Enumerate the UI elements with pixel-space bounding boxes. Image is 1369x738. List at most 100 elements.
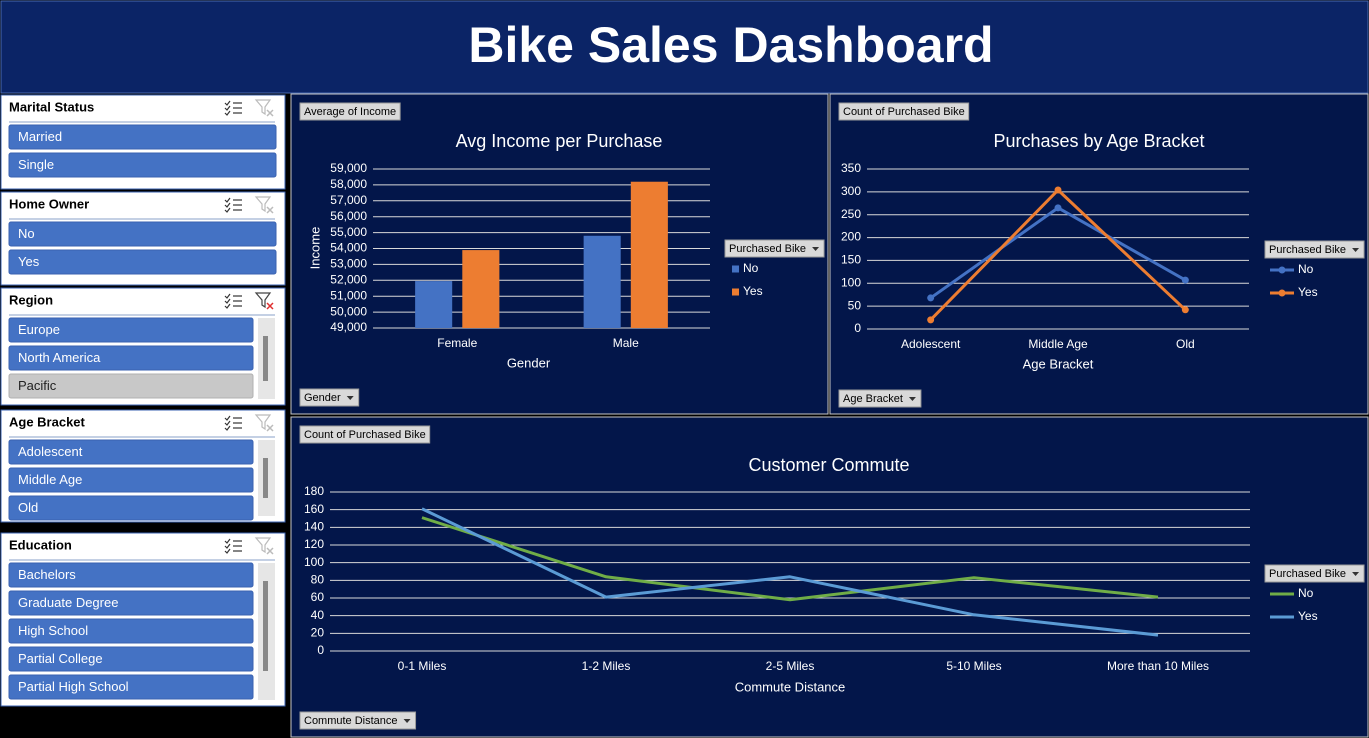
slicer-item[interactable]	[8, 439, 254, 465]
clear-filter-button[interactable]	[254, 196, 274, 214]
slicer-title: Marital Status	[9, 99, 94, 114]
clear-filter-button[interactable]	[254, 414, 274, 432]
multi-select-button[interactable]	[224, 293, 242, 309]
line	[421, 516, 1159, 602]
field-button[interactable]: Purchased Bike	[1264, 564, 1365, 583]
point	[927, 294, 935, 302]
x-tick-label: 1-2 Miles	[582, 659, 631, 673]
chart-title: Purchases by Age Bracket	[993, 131, 1204, 151]
y-tick-label: 56,000	[330, 209, 367, 223]
multi-select-button[interactable]	[224, 415, 242, 431]
field-button-bg	[299, 425, 431, 444]
point	[927, 316, 935, 324]
slicer-item[interactable]	[8, 646, 254, 672]
field-button-bg	[1264, 240, 1365, 259]
dropdown-arrow	[1352, 248, 1360, 252]
icon-check	[224, 207, 231, 213]
field-button[interactable]: Average of Income	[299, 102, 401, 121]
slicer-title: Age Bracket	[9, 414, 86, 429]
slicer-item[interactable]	[8, 221, 277, 247]
bar	[583, 235, 621, 328]
scrollbar-thumb	[263, 581, 268, 671]
slicer-item[interactable]	[8, 674, 254, 700]
slicer-item[interactable]	[8, 373, 254, 399]
multi-select-button[interactable]	[224, 538, 242, 554]
slicer-item-label: Single	[18, 157, 54, 172]
field-button-bg	[724, 239, 825, 258]
y-tick-label: 80	[311, 573, 325, 587]
slicer-items: Married Single	[8, 124, 277, 178]
y-tick-label: 59,000	[330, 161, 367, 175]
icon-check	[224, 110, 231, 116]
field-button[interactable]: Age Bracket	[838, 389, 922, 408]
y-tick-label: 52,000	[330, 272, 367, 286]
slicer-item[interactable]	[8, 345, 254, 371]
legend-label: Yes	[1298, 609, 1318, 623]
icon-x	[266, 109, 274, 117]
field-button[interactable]: Purchased Bike	[724, 239, 825, 258]
slicer-item[interactable]	[8, 495, 254, 521]
slicer-item[interactable]	[8, 618, 254, 644]
clear-filter-button[interactable]	[254, 537, 274, 555]
dropdown-arrow	[346, 396, 354, 400]
slicer-item-label: Bachelors	[18, 567, 76, 582]
slicer-items: Adolescent Middle Age Old	[8, 439, 254, 521]
clear-filter-button[interactable]	[254, 99, 274, 117]
scrollbar-thumb	[263, 458, 268, 498]
icon-funnel	[254, 99, 272, 116]
field-button[interactable]: Purchased Bike	[1264, 240, 1365, 259]
slicer-item[interactable]	[8, 249, 277, 275]
slicer-items: Europe North America Pacific	[8, 317, 254, 399]
slicer-item[interactable]	[8, 152, 277, 178]
slicer-title: Region	[9, 292, 53, 307]
slicer-item[interactable]	[8, 124, 277, 150]
slicer-item[interactable]	[8, 467, 254, 493]
field-button-label: Count of Purchased Bike	[843, 106, 965, 118]
legend-swatch	[732, 288, 739, 296]
slicer-item-label: Pacific	[18, 378, 57, 393]
y-tick-label: 150	[841, 253, 861, 267]
slicer-item-label: Old	[18, 500, 38, 515]
slicer-item[interactable]	[8, 317, 254, 343]
y-tick-label: 140	[304, 520, 324, 534]
field-button[interactable]: Count of Purchased Bike	[838, 102, 970, 121]
field-button[interactable]: Commute Distance	[299, 711, 417, 730]
slicer-item-label: Partial College	[18, 651, 103, 666]
y-tick-label: 100	[304, 555, 324, 569]
slicer-item-label: Adolescent	[18, 444, 83, 459]
field-button-bg	[299, 711, 417, 730]
icon-check	[224, 543, 231, 549]
icon-funnel	[254, 537, 272, 554]
field-button[interactable]: Count of Purchased Bike	[299, 425, 431, 444]
slicer-item[interactable]	[8, 562, 254, 588]
field-button[interactable]: Gender	[299, 388, 360, 407]
slicer-item-label: No	[18, 226, 35, 241]
slicer-items: No Yes	[8, 221, 277, 275]
icon-check	[224, 105, 231, 111]
point	[1054, 204, 1062, 212]
scrollbar-thumb	[263, 336, 268, 381]
x-axis-title: Age Bracket	[1023, 356, 1094, 371]
multi-select-button[interactable]	[224, 197, 242, 213]
field-button-label: Average of Income	[304, 106, 396, 118]
icon-check	[224, 298, 231, 304]
y-tick-label: 250	[841, 207, 861, 221]
field-button-bg	[299, 388, 360, 407]
multi-select-button[interactable]	[224, 100, 242, 116]
field-button-label: Count of Purchased Bike	[304, 429, 426, 441]
y-tick-label: 350	[841, 161, 861, 175]
y-tick-label: 51,000	[330, 288, 367, 302]
y-tick-label: 57,000	[330, 193, 367, 207]
slicer-item-label: Partial High School	[18, 679, 129, 694]
y-tick-label: 200	[841, 230, 861, 244]
icon-funnel	[254, 414, 272, 431]
slicer-item[interactable]	[8, 590, 254, 616]
chart-title: Avg Income per Purchase	[456, 131, 663, 151]
legend-swatch	[732, 265, 739, 273]
slicer-item-label: Graduate Degree	[18, 595, 118, 610]
clear-filter-button[interactable]	[254, 292, 274, 310]
legend-label: No	[1298, 262, 1314, 276]
legend-marker	[1278, 266, 1286, 274]
x-axis-title: Commute Distance	[735, 679, 846, 694]
x-tick-label: More than 10 Miles	[1107, 659, 1209, 673]
